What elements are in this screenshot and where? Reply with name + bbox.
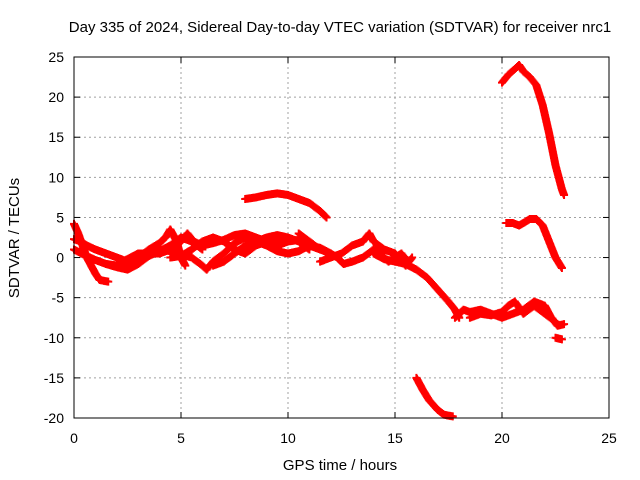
x-tick-label: 25 <box>601 430 617 446</box>
x-tick-label: 10 <box>280 430 296 446</box>
y-tick-label: -5 <box>52 290 65 306</box>
data-point <box>560 190 569 199</box>
x-tick-label: 15 <box>387 430 403 446</box>
series-arc-12 <box>412 373 457 421</box>
y-tick-label: 0 <box>56 250 64 266</box>
data-point <box>305 245 314 254</box>
y-tick-label: -10 <box>44 330 64 346</box>
y-tick-label: 20 <box>48 89 64 105</box>
data-point <box>448 412 457 421</box>
y-tick-label: 10 <box>48 169 64 185</box>
data-point <box>181 261 190 270</box>
series-arc-17 <box>502 215 566 272</box>
y-axis-label: SDTVAR / TECUs <box>6 178 23 298</box>
y-tick-label: 15 <box>48 129 64 145</box>
y-tick-label: 25 <box>48 49 64 65</box>
x-tick-label: 20 <box>494 430 510 446</box>
series-arc-11 <box>369 249 464 322</box>
grid-layer <box>74 57 609 418</box>
series-arc-7 <box>209 231 314 270</box>
plot-frame <box>73 56 610 419</box>
tick-layer: 0 5 10 15 20 25 -20 -15 -10 -5 0 5 10 15 20 25 <box>44 49 617 446</box>
data-point <box>198 245 207 254</box>
data-point <box>560 320 569 329</box>
series-arc-5 <box>102 233 207 274</box>
series-arc-15 <box>551 333 566 344</box>
data-point <box>557 335 566 344</box>
chart-title: Day 335 of 2024, Sidereal Day-to-day VTE… <box>69 19 611 36</box>
x-tick-label: 5 <box>177 430 185 446</box>
data-point <box>551 317 560 326</box>
series-layer <box>70 61 569 421</box>
y-tick-label: -15 <box>44 370 64 386</box>
data-point <box>557 263 566 272</box>
series-arc-8 <box>241 189 331 222</box>
x-tick-label: 0 <box>70 430 78 446</box>
series-arc-16 <box>498 61 569 199</box>
y-tick-label: 5 <box>56 209 64 225</box>
data-point <box>322 213 331 222</box>
x-axis-label: GPS time / hours <box>283 457 397 474</box>
y-tick-label: -20 <box>44 410 64 426</box>
series-arc-14 <box>465 297 560 326</box>
data-point <box>408 253 417 262</box>
data-point <box>104 277 113 286</box>
series-arc-1 <box>70 219 113 286</box>
